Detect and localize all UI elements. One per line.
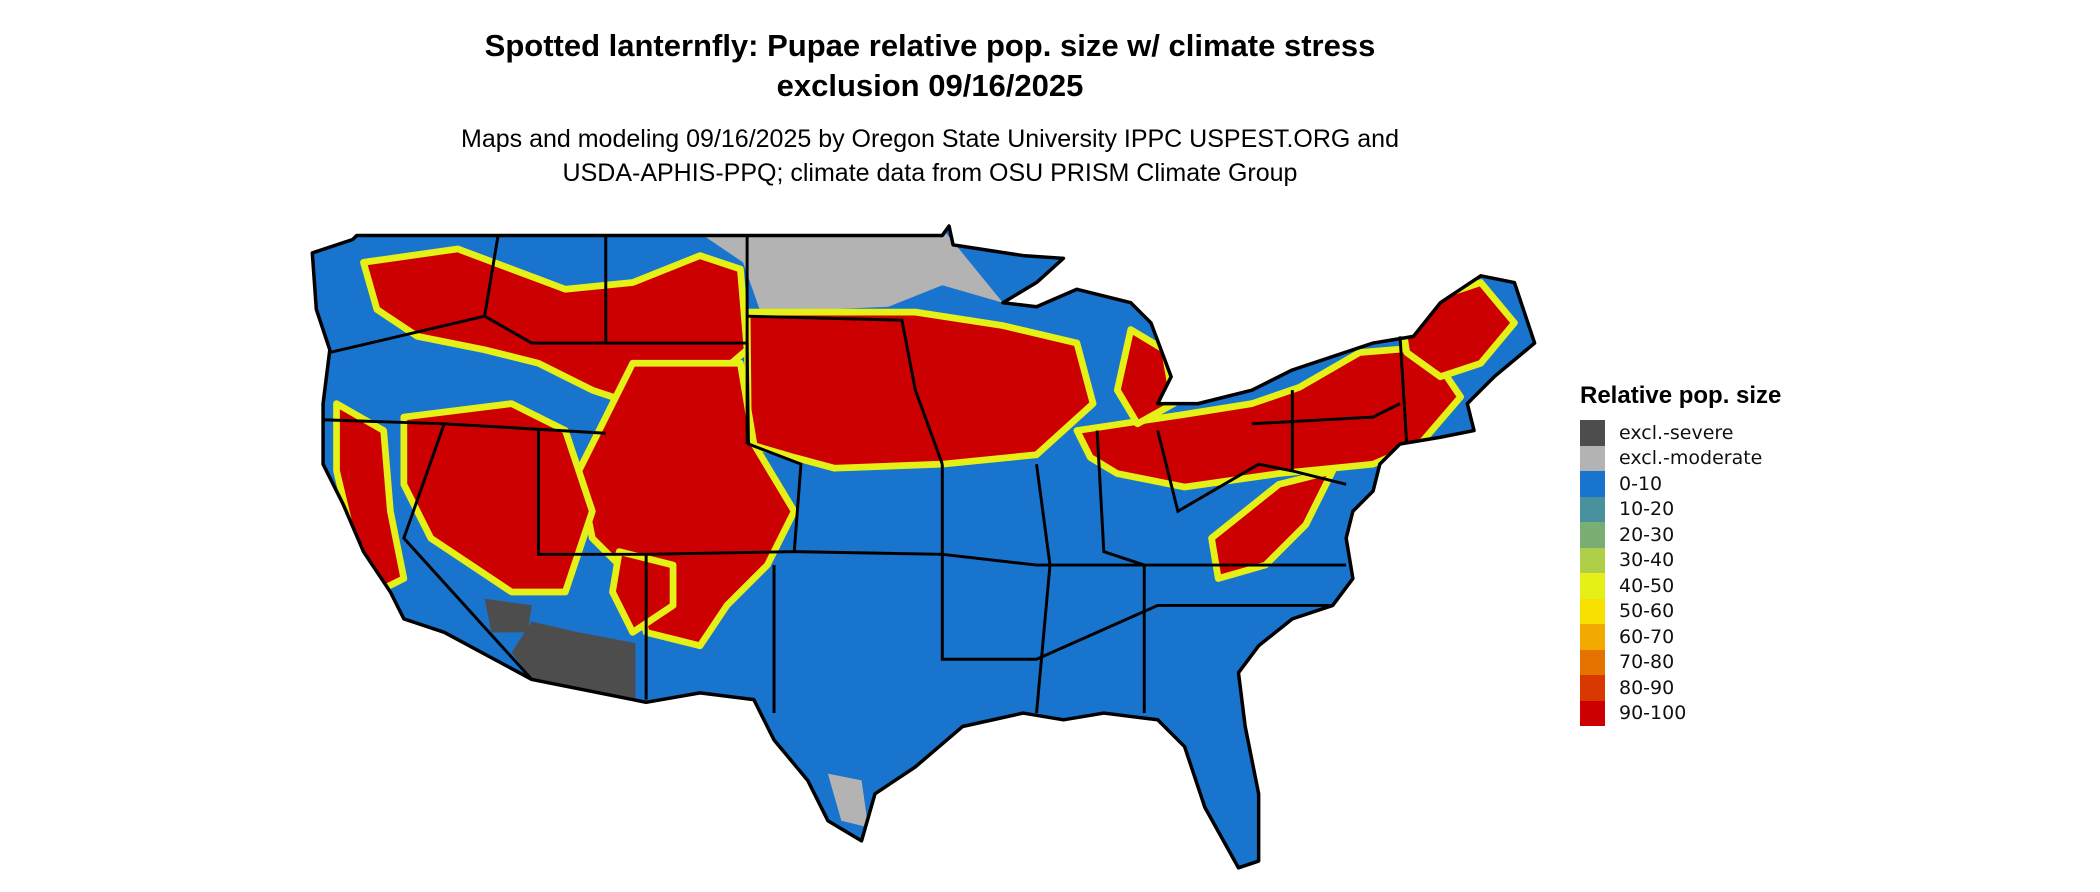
legend-swatch (1580, 675, 1605, 701)
legend-label: 10-20 (1619, 498, 1675, 521)
legend-swatch (1580, 547, 1605, 573)
legend-swatch (1580, 445, 1605, 471)
legend-label: 70-80 (1619, 651, 1675, 674)
legend: Relative pop. size excl.-severe excl.-mod… (1580, 382, 1781, 726)
map-subtitle: Maps and modeling 09/16/2025 by Oregon S… (330, 122, 1530, 190)
legend-label: 20-30 (1619, 523, 1675, 546)
legend-items: excl.-severe excl.-moderate 0-10 10-20 20-30… (1580, 420, 1781, 726)
legend-item: 80-90 (1580, 675, 1781, 701)
legend-item: 70-80 (1580, 649, 1781, 675)
state-borders (323, 235, 1409, 714)
legend-swatch (1580, 471, 1605, 497)
us-outline (310, 224, 1537, 870)
legend-item: 0-10 (1580, 471, 1781, 497)
legend-title: Relative pop. size (1580, 382, 1782, 409)
legend-label: 40-50 (1619, 574, 1675, 597)
legend-item: 40-50 (1580, 573, 1781, 599)
legend-label: 90-100 (1619, 702, 1687, 725)
title-line-2: exclusion 09/16/2025 (776, 68, 1084, 103)
legend-item: 50-60 (1580, 598, 1781, 624)
legend-label: excl.-moderate (1619, 447, 1763, 470)
moderate-exclusion-areas (693, 228, 1003, 828)
legend-label: 50-60 (1619, 600, 1675, 623)
legend-swatch (1580, 598, 1605, 624)
legend-swatch (1580, 700, 1605, 726)
legend-item: 60-70 (1580, 624, 1781, 650)
legend-label: 30-40 (1619, 549, 1675, 572)
high-population-areas (333, 245, 1518, 650)
map-title: Spotted lanternfly: Pupae relative pop. … (330, 26, 1530, 106)
legend-label: 0-10 (1619, 472, 1663, 495)
title-line-1: Spotted lanternfly: Pupae relative pop. … (484, 28, 1376, 63)
subtitle-line-1: Maps and modeling 09/16/2025 by Oregon S… (461, 125, 1399, 153)
legend-item: 10-20 (1580, 496, 1781, 522)
subtitle-line-2: USDA-APHIS-PPQ; climate data from OSU PR… (562, 159, 1298, 187)
severe-exclusion-areas (484, 598, 636, 703)
legend-item: 90-100 (1580, 700, 1781, 726)
legend-swatch (1580, 496, 1605, 522)
legend-swatch (1580, 624, 1605, 650)
legend-swatch (1580, 573, 1605, 599)
legend-item: excl.-severe (1580, 420, 1781, 446)
legend-item: 30-40 (1580, 547, 1781, 573)
legend-swatch (1580, 649, 1605, 675)
legend-swatch (1580, 522, 1605, 548)
legend-swatch (1580, 420, 1605, 446)
legend-label: 60-70 (1619, 625, 1675, 648)
legend-label: 80-90 (1619, 676, 1675, 699)
legend-label: excl.-severe (1619, 421, 1734, 444)
legend-item: excl.-moderate (1580, 445, 1781, 471)
legend-item: 20-30 (1580, 522, 1781, 548)
